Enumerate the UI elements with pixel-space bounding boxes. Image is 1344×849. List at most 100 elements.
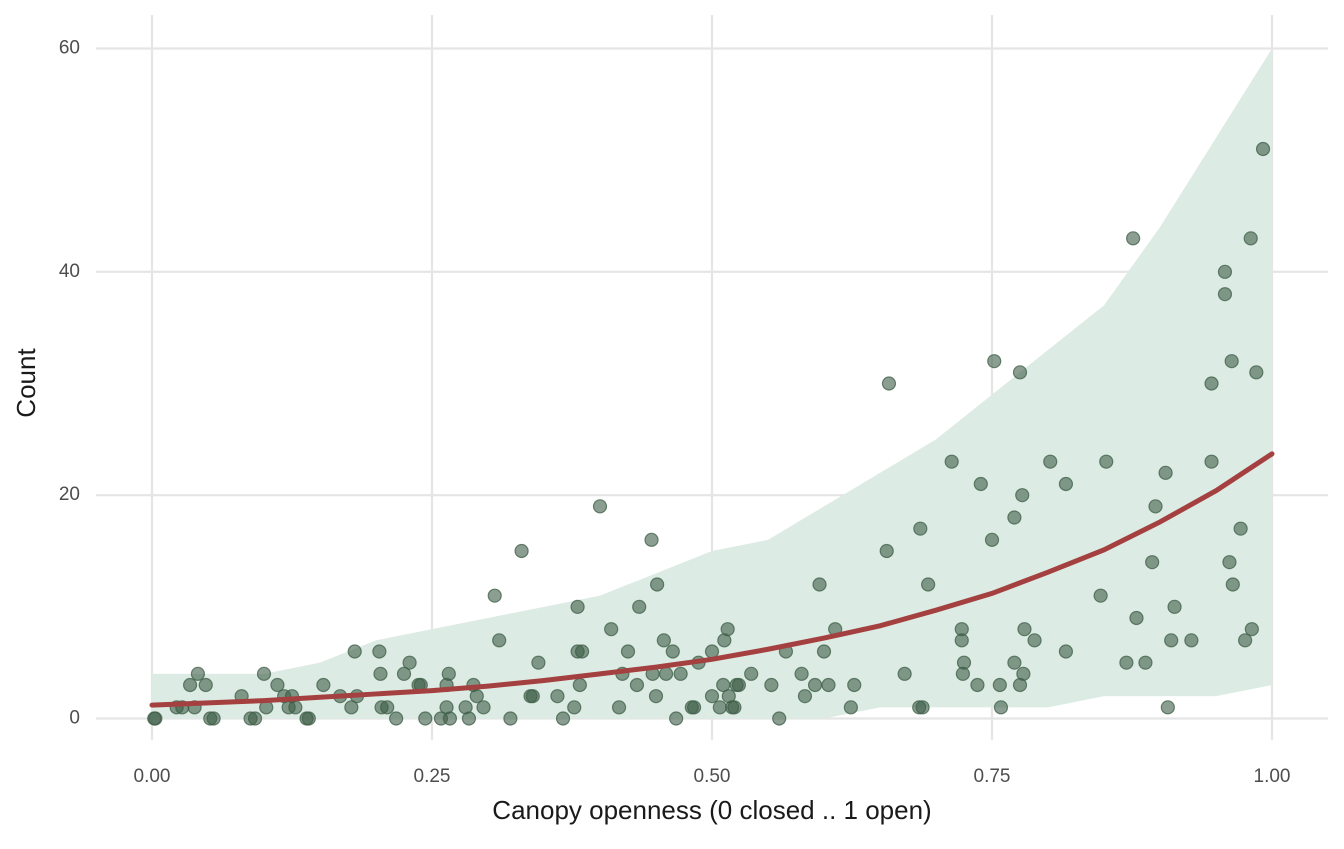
x-tick-label: 0.75: [974, 766, 1011, 787]
data-point: [821, 677, 836, 693]
data-point: [669, 711, 684, 726]
data-point: [720, 622, 735, 637]
data-point: [954, 633, 969, 648]
x-tick-label: 0.50: [694, 766, 731, 787]
data-point: [442, 711, 458, 726]
data-point: [190, 666, 206, 681]
data-point: [992, 677, 1007, 693]
x-tick-label: 0.00: [134, 766, 171, 787]
data-point: [270, 677, 285, 693]
data-point: [1243, 231, 1258, 246]
data-point: [1043, 454, 1058, 469]
data-point: [1007, 510, 1022, 525]
data-point: [469, 689, 484, 704]
data-point: [629, 677, 645, 693]
x-axis-title: Canopy openness (0 closed .. 1 open): [492, 795, 931, 825]
data-point: [915, 700, 930, 715]
data-point: [550, 689, 565, 704]
data-point: [1015, 488, 1030, 503]
data-point: [1148, 499, 1163, 514]
data-point: [572, 677, 587, 693]
data-point: [380, 700, 395, 715]
data-point: [1093, 588, 1108, 603]
data-point: [673, 666, 688, 681]
data-point: [1255, 141, 1271, 157]
data-point: [555, 711, 571, 726]
data-point: [712, 700, 727, 715]
data-point: [897, 666, 912, 681]
y-tick-label: 60: [59, 38, 80, 59]
data-point: [658, 666, 674, 681]
data-point: [247, 711, 263, 726]
data-point: [1204, 376, 1219, 391]
fitted-curve: [149, 451, 1275, 708]
data-point: [879, 543, 894, 559]
data-point: [570, 599, 585, 614]
data-point: [316, 677, 331, 693]
data-point: [1099, 454, 1114, 469]
data-point: [1058, 644, 1074, 659]
data-point: [492, 633, 507, 648]
data-point: [344, 700, 359, 715]
data-point: [727, 700, 742, 715]
data-point: [1249, 365, 1264, 380]
data-point: [807, 677, 823, 693]
x-tick-label: 1.00: [1254, 766, 1291, 787]
data-point: [656, 633, 671, 648]
data-point: [206, 711, 221, 726]
data-point: [1164, 633, 1179, 648]
data-point: [567, 700, 582, 715]
data-point: [1167, 599, 1182, 614]
data-point: [1126, 231, 1141, 246]
data-point: [731, 677, 746, 693]
data-point: [373, 666, 388, 681]
data-point: [973, 476, 988, 492]
data-point: [764, 677, 779, 693]
data-point: [665, 644, 680, 659]
data-point: [198, 677, 213, 693]
data-point: [574, 644, 590, 659]
data-point: [620, 644, 636, 659]
data-point: [182, 677, 198, 693]
data-point: [704, 689, 720, 704]
data-point: [402, 655, 417, 670]
data-point: [288, 700, 303, 715]
data-point: [256, 666, 272, 681]
y-tick-label: 40: [59, 261, 80, 282]
data-point: [816, 644, 832, 659]
data-point: [1160, 700, 1175, 715]
data-point: [389, 711, 404, 726]
data-point: [843, 700, 858, 715]
data-point: [487, 588, 502, 603]
y-tick-label: 0: [69, 708, 80, 729]
data-point: [1158, 465, 1173, 480]
data-point: [794, 666, 809, 681]
data-point: [1129, 610, 1144, 626]
data-point: [347, 644, 362, 659]
data-point: [1204, 454, 1219, 469]
data-point: [686, 700, 702, 715]
data-point: [847, 677, 862, 693]
data-point: [1145, 555, 1160, 570]
data-point: [632, 599, 647, 614]
data-point: [772, 711, 787, 726]
data-point: [970, 677, 985, 693]
data-point: [956, 655, 972, 670]
data-point: [644, 532, 659, 547]
data-point: [441, 666, 456, 681]
data-point: [881, 376, 897, 391]
data-point: [913, 521, 928, 536]
data-point: [531, 655, 546, 670]
data-point: [503, 711, 518, 726]
data-point: [987, 354, 1002, 369]
data-point: [301, 711, 316, 726]
data-point: [514, 543, 529, 559]
data-point: [1138, 655, 1153, 670]
data-point: [418, 711, 433, 726]
data-point: [1222, 555, 1237, 570]
data-point: [1238, 633, 1253, 648]
data-point: [648, 689, 664, 704]
data-point: [611, 700, 627, 715]
data-point: [604, 622, 619, 637]
